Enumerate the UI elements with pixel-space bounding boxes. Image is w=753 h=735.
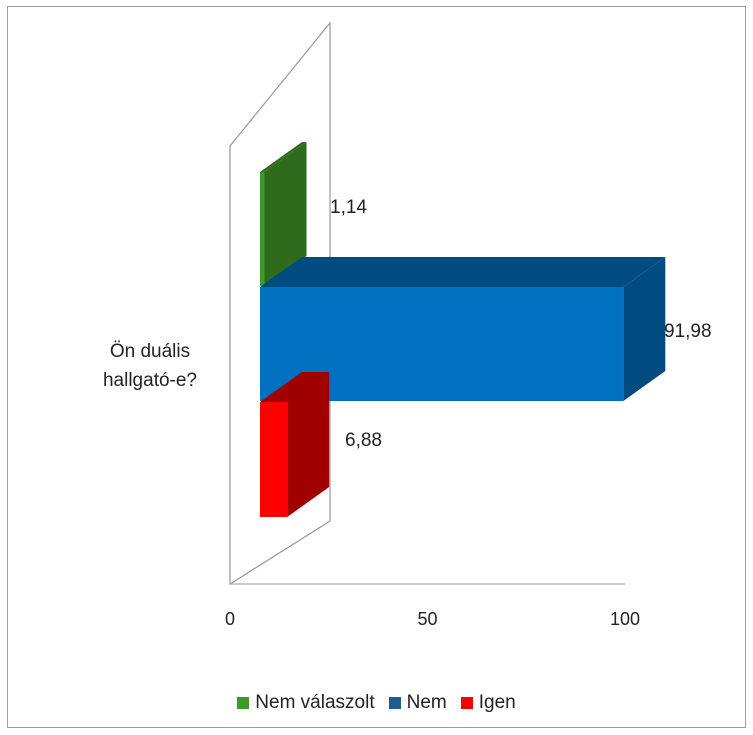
bar-2 [260, 402, 288, 517]
legend-item-igen: Igen [460, 692, 516, 714]
legend-label-nem-valaszolt: Nem válaszolt [255, 692, 375, 713]
bar-top-1 [260, 257, 666, 287]
bar-top-0 [260, 142, 307, 172]
legend: Nem válaszolt Nem Igen [0, 692, 753, 714]
legend-swatch-blue [388, 697, 401, 709]
data-label-2: 6,88 [345, 430, 382, 451]
x-axis: 0 50 100 [225, 609, 640, 629]
bar-group [260, 142, 666, 517]
bar-top-2 [260, 372, 330, 402]
category-label-line-2: hallgató-e? [103, 370, 197, 391]
x-tick-label-1: 50 [417, 609, 437, 629]
category-label-line-1: Ön duális [110, 341, 190, 362]
data-label-group: 1,14 91,98 6,88 [330, 197, 712, 451]
legend-item-nem-valaszolt: Nem válaszolt [237, 692, 375, 714]
x-tick-label-0: 0 [225, 609, 235, 629]
back-wall [229, 21, 331, 586]
bar-0 [260, 172, 265, 286]
chart-wall [229, 21, 625, 586]
data-label-0: 1,14 [330, 197, 367, 218]
legend-label-igen: Igen [478, 692, 516, 713]
x-tick-label-2: 100 [610, 609, 640, 629]
legend-item-nem: Nem [388, 692, 447, 714]
legend-swatch-green [237, 697, 250, 709]
data-label-1: 91,98 [664, 321, 712, 342]
legend-swatch-red [460, 697, 473, 709]
bar-side-1 [623, 257, 666, 401]
bar-side-2 [287, 372, 330, 517]
legend-label-nem: Nem [406, 692, 447, 713]
bar-side-0 [264, 142, 307, 286]
